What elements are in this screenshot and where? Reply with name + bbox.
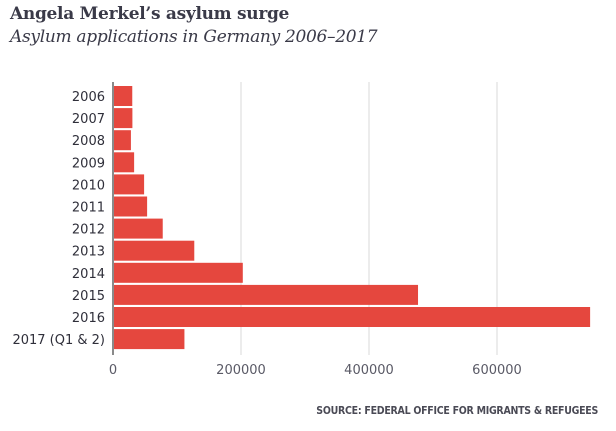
- category-label: 2016: [72, 311, 105, 326]
- category-label: 2010: [72, 178, 105, 193]
- bar: [113, 218, 163, 239]
- x-tick-label: 600000: [472, 363, 522, 378]
- category-label: 2006: [72, 90, 105, 105]
- chart-title: Angela Merkel’s asylum surge: [10, 4, 290, 24]
- category-labels: 2006 2007 2008 2009 2010 2011 2012 2013 2014 2015…: [12, 90, 105, 348]
- bar: [113, 130, 131, 151]
- category-label: 2012: [72, 223, 105, 238]
- chart-subtitle: Asylum applications in Germany 2006–2017: [10, 27, 378, 47]
- x-tick-label: 0: [109, 363, 117, 378]
- category-label: 2015: [72, 289, 105, 304]
- bar: [113, 152, 135, 173]
- bar: [113, 86, 133, 106]
- x-tick-label: 200000: [216, 363, 266, 378]
- bar: [113, 307, 591, 327]
- bar: [113, 240, 195, 261]
- bar: [113, 284, 419, 305]
- bar: [113, 329, 185, 350]
- category-label: 2017 (Q1 & 2): [12, 333, 105, 348]
- bar: [113, 196, 148, 217]
- bar: [113, 108, 133, 129]
- category-label: 2014: [72, 267, 105, 282]
- x-tick-label: 400000: [344, 363, 394, 378]
- category-label: 2011: [72, 201, 105, 216]
- bar: [113, 262, 243, 283]
- category-label: 2013: [72, 245, 105, 260]
- category-label: 2008: [72, 134, 105, 149]
- bars: [113, 86, 591, 350]
- source-note: SOURCE: FEDERAL OFFICE FOR MIGRANTS & RE…: [316, 405, 598, 417]
- category-label: 2009: [72, 156, 105, 171]
- bar: [113, 174, 145, 195]
- tick-labels: 0 200000 400000 600000: [109, 363, 522, 378]
- category-label: 2007: [72, 112, 105, 127]
